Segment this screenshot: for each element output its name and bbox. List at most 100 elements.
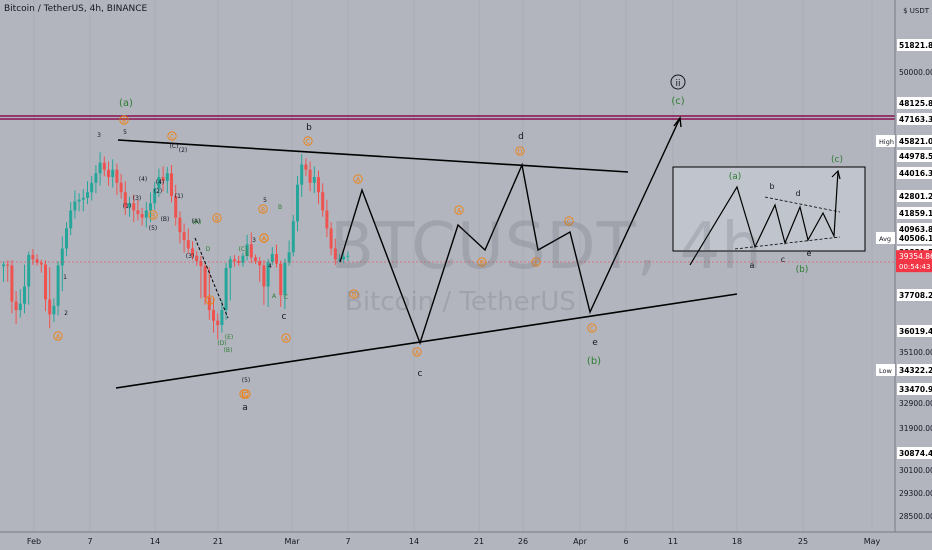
- wave-label: d: [518, 132, 524, 142]
- orange-label-ring: [167, 131, 177, 141]
- stat-tag-label: High: [879, 138, 894, 146]
- candle-body: [14, 301, 18, 311]
- current-price-tag: [896, 250, 932, 273]
- green-wave-label: (b): [587, 356, 601, 367]
- inset-path: [689, 170, 839, 266]
- candle-body: [203, 266, 207, 298]
- symbol-title: Bitcoin / TetherUS, 4h, BINANCE: [4, 4, 148, 14]
- price-tag-label: 47163.37: [899, 115, 932, 124]
- candle-body: [170, 173, 173, 197]
- time-tick-label: 18: [732, 537, 742, 546]
- candle-body: [165, 173, 169, 181]
- inset-black-label: c: [781, 255, 785, 264]
- candle-body: [186, 240, 190, 249]
- stat-tag-box: [876, 135, 895, 147]
- candle-body: [48, 299, 52, 315]
- orange-label-ring: [477, 257, 487, 267]
- time-axis[interactable]: Feb 7 14 21 Mar 7 14 21 26 Apr 6 11 18 25 May: [0, 531, 932, 550]
- candles: [2, 152, 350, 340]
- candle-body: [157, 177, 161, 189]
- price-tag-label: 37708.29: [899, 291, 932, 300]
- orange-label-ring: [258, 204, 268, 214]
- candle-body: [140, 214, 144, 218]
- price-tag-box: [897, 167, 932, 179]
- projected-arrowhead: [673, 116, 682, 128]
- wave-label: 3: [252, 237, 256, 244]
- time-tick-label: Apr: [573, 537, 588, 546]
- wave-label: (1): [123, 203, 132, 210]
- green-wave-label: A: [272, 293, 277, 300]
- wave-label: e: [592, 338, 598, 348]
- candle-body: [123, 192, 127, 207]
- orange-wave-label: C: [590, 326, 594, 333]
- orange-label-ring: [349, 289, 359, 299]
- candle-body: [174, 196, 178, 218]
- orange-label-ring: [564, 216, 574, 226]
- orange-wave-label: B: [261, 207, 265, 214]
- price-tag-label: 34322.28: [899, 366, 932, 375]
- price-axis[interactable]: $ USDT 51821.86 50000.00 48125.89 47163.37 45…: [876, 0, 932, 532]
- candle-body: [86, 192, 89, 198]
- inset-black-label: b: [769, 182, 774, 191]
- price-tag-label: 42801.23: [899, 192, 932, 201]
- time-tick-label: 25: [798, 537, 808, 546]
- inset-lower-dashed: [734, 236, 841, 250]
- price-tag-box: [897, 364, 932, 376]
- candle-body: [266, 261, 270, 287]
- orange-wave-label: D: [518, 149, 523, 156]
- candle-body: [207, 297, 211, 311]
- wave-label: (5): [149, 225, 158, 232]
- time-tick-label: Feb: [27, 537, 41, 546]
- candle-body: [195, 255, 199, 262]
- orange-label-ring: [259, 233, 269, 243]
- drawings: [0, 115, 895, 389]
- candle-body: [10, 265, 14, 302]
- stat-tag-box: [876, 232, 895, 244]
- candle-body: [6, 264, 10, 266]
- orange-wave-label: A: [284, 336, 289, 343]
- green-wave-label: B: [278, 204, 282, 211]
- time-tick-label: 21: [213, 537, 223, 546]
- price-tag-label: 48125.89: [899, 99, 932, 108]
- candle-body: [153, 188, 157, 204]
- dashed-wave-line: [194, 237, 229, 319]
- price-tag-label: 44978.50: [899, 152, 932, 161]
- candle-body: [224, 268, 228, 311]
- price-tag-box: [897, 232, 932, 244]
- candle-body: [2, 264, 5, 267]
- candle-body: [241, 255, 245, 263]
- current-price-label: 39354.86: [899, 252, 932, 261]
- orange-wave-label: B: [215, 216, 219, 223]
- watermark-name: Bitcoin / TetherUS: [345, 287, 576, 317]
- price-tag-label: 30874.40: [899, 449, 932, 458]
- orange-wave-label: A: [56, 334, 61, 341]
- orange-label-ring: [205, 295, 215, 305]
- wave-label: (5): [242, 377, 251, 384]
- green-wave-label: C: [284, 294, 288, 301]
- candle-body: [287, 252, 291, 263]
- inset-black-label: a: [750, 261, 755, 270]
- orange-label-ring: [212, 213, 222, 223]
- inset-green-label: (b): [796, 265, 809, 275]
- wave-label: (3): [186, 253, 195, 260]
- orange-wave-label: A: [356, 177, 361, 184]
- orange-label-ring: [241, 389, 251, 399]
- orange-wave-label: C: [567, 219, 571, 226]
- price-tick-label: 30100.00: [899, 466, 932, 475]
- time-tick-label: 26: [518, 537, 528, 546]
- wave-label: 1: [63, 274, 67, 281]
- watermark-ticker: BTCUSDT, 4h: [330, 210, 763, 284]
- wave-label: c: [282, 312, 287, 322]
- orange-wave-label: A: [457, 208, 462, 215]
- candle-body: [161, 177, 165, 181]
- green-wave-label: (C): [239, 246, 248, 253]
- price-tag-box: [897, 383, 932, 395]
- price-tag-box: [897, 207, 932, 219]
- price-tag-box: [897, 113, 932, 125]
- candle-body: [296, 184, 299, 222]
- price-tag-label: 44016.30: [899, 169, 932, 178]
- price-tick-label: 35100.00: [899, 348, 932, 357]
